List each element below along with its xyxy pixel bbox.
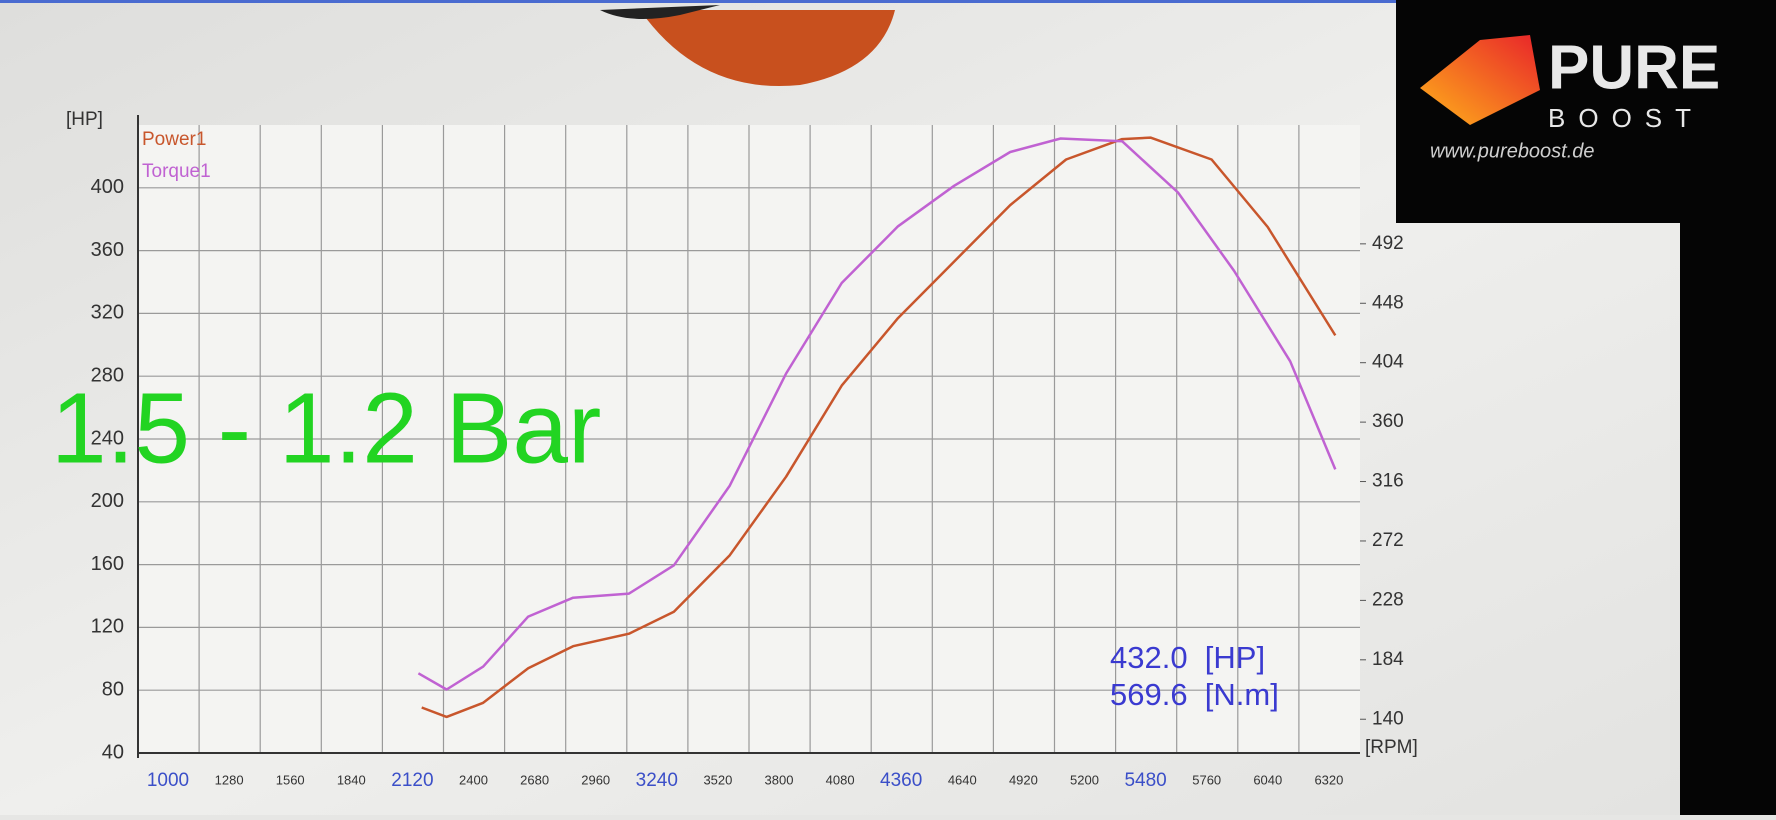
y-tick-label: 240 <box>91 427 124 449</box>
y-tick-label: 120 <box>91 616 124 638</box>
y2-tick-label: 492 <box>1372 233 1404 254</box>
annotation: 569.6 [N.m] <box>1110 677 1279 712</box>
y2-tick-label: 316 <box>1372 471 1404 492</box>
legend-entry: Power1 <box>142 129 206 150</box>
x-tick-label: 3240 <box>636 770 678 791</box>
x-tick-label: 6040 <box>1253 772 1282 787</box>
logo-word: BOOST <box>1548 103 1704 133</box>
y2-tick-label: 140 <box>1372 708 1404 729</box>
emblem-shape <box>600 5 720 19</box>
x-tick-label: 3520 <box>703 772 732 787</box>
emblem <box>600 5 895 87</box>
y2-tick-label: 360 <box>1372 411 1404 432</box>
x-axis-label: [RPM] <box>1365 737 1418 758</box>
x-tick-label: 4640 <box>948 772 977 787</box>
x-tick-label: 1840 <box>337 772 366 787</box>
legend-entry: Torque1 <box>142 161 211 182</box>
plot: 1000 1280 1560 1840 2120 2400 2680 2960 3240 3520… <box>51 109 1418 791</box>
annotation: 432.0 [HP] <box>1110 640 1265 675</box>
y-tick-label: 400 <box>91 176 124 198</box>
y-tick-label: 80 <box>102 678 124 700</box>
y-tick-label: 280 <box>91 364 124 386</box>
y-axis-label: [HP] <box>66 109 103 130</box>
emblem-shape <box>640 10 895 87</box>
x-tick-label: 1000 <box>147 770 189 791</box>
x-tick-label: 3800 <box>765 772 794 787</box>
y2-tick-label: 404 <box>1372 352 1404 373</box>
logo-mark <box>1420 35 1540 125</box>
y2-tick-label: 448 <box>1372 292 1404 313</box>
logo-word: PURE <box>1548 33 1720 102</box>
x-tick-label: 2960 <box>581 772 610 787</box>
side-bar <box>1680 220 1776 815</box>
x-tick-label: 1280 <box>215 772 244 787</box>
annotation: 1.5 - 1.2 Bar <box>51 372 601 484</box>
y-tick-label: 320 <box>91 302 124 324</box>
y-tick-label: 40 <box>102 741 124 763</box>
x-tick-label: 5480 <box>1124 770 1166 791</box>
y2-tick-label: 184 <box>1372 649 1404 670</box>
x-tick-label: 5200 <box>1070 772 1099 787</box>
y2-tick-label: 228 <box>1372 589 1404 610</box>
x-tick-label: 2400 <box>459 772 488 787</box>
top-border <box>0 0 1776 3</box>
y-tick-label: 160 <box>91 553 124 575</box>
x-tick-label: 6320 <box>1314 772 1343 787</box>
y-tick-label: 200 <box>91 490 124 512</box>
series-line <box>417 137 1337 691</box>
y2-tick-label: 272 <box>1372 530 1404 551</box>
x-tick-label: 4920 <box>1009 772 1038 787</box>
x-tick-label: 1560 <box>276 772 305 787</box>
x-tick-label: 2680 <box>520 772 549 787</box>
x-tick-label: 5760 <box>1192 772 1221 787</box>
y-tick-label: 360 <box>91 239 124 261</box>
x-tick-label: 4080 <box>826 772 855 787</box>
series-line <box>421 136 1337 719</box>
x-tick-label: 2120 <box>391 770 433 791</box>
x-tick-label: 4360 <box>880 770 922 791</box>
logo-url: www.pureboost.de <box>1430 140 1595 162</box>
logo: PURE BOOST www.pureboost.de <box>1420 33 1720 162</box>
